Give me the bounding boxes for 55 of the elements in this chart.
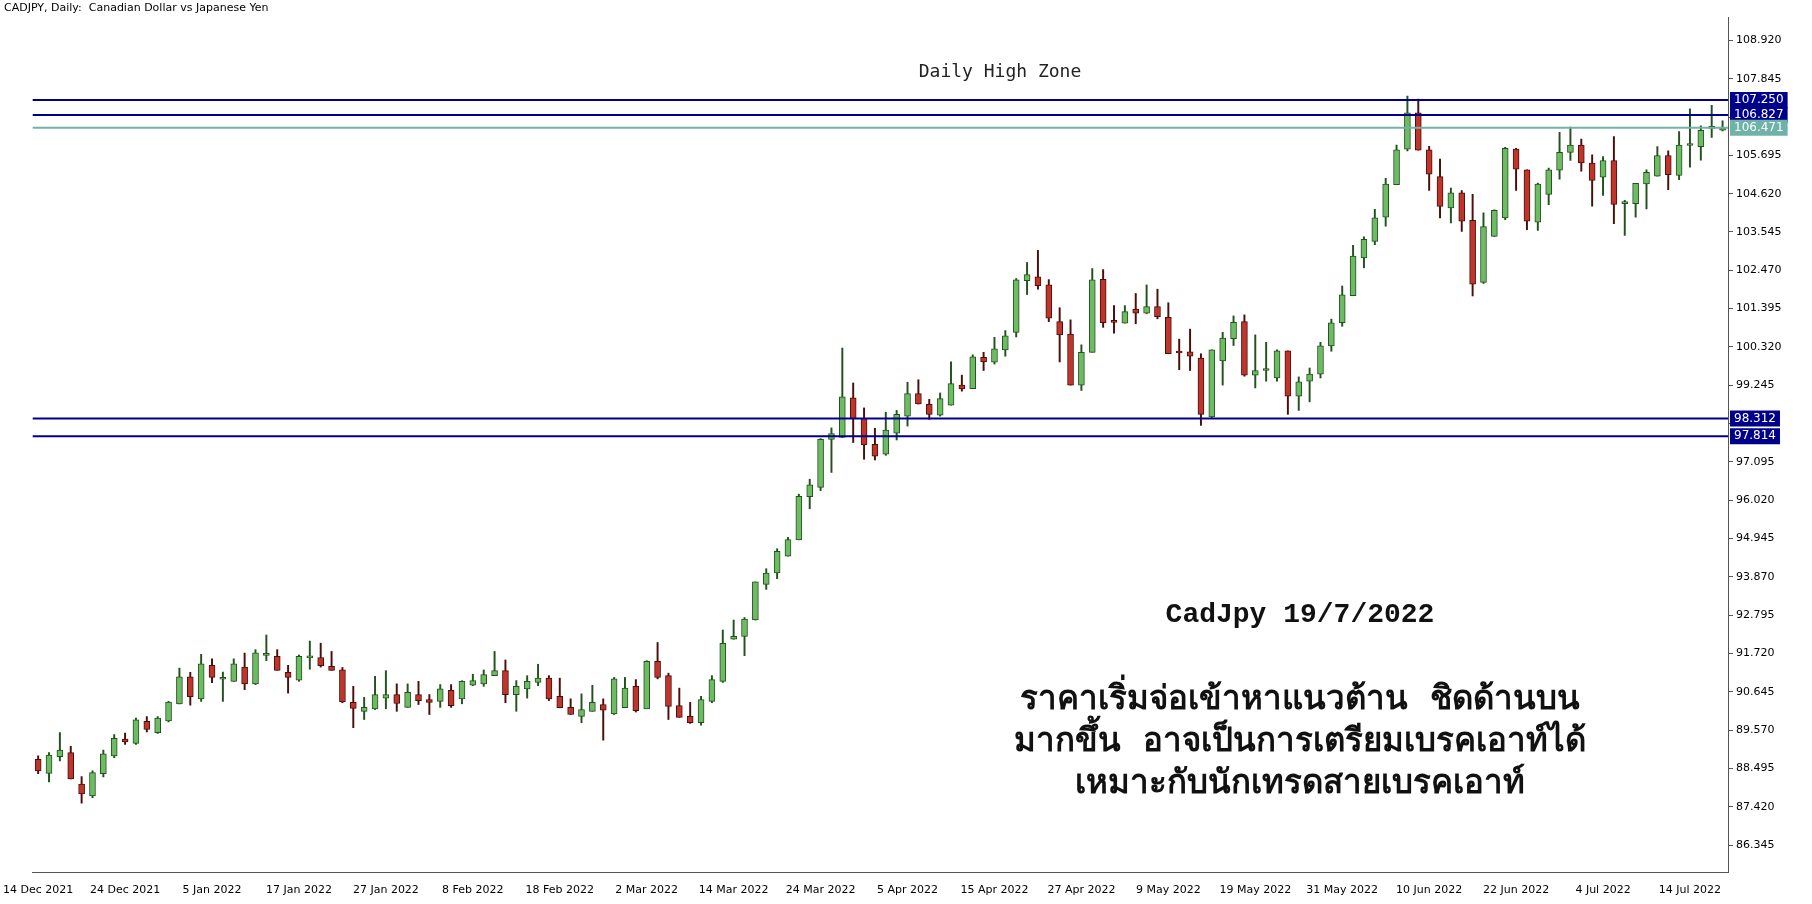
y-tick-label: 102.470	[1736, 263, 1782, 277]
ref-line-label: 107.250	[1734, 92, 1784, 107]
x-tick-label: 31 May 2022	[1306, 883, 1379, 897]
x-tick-label: 5 Jan 2022	[182, 883, 242, 897]
y-tick-label: 97.095	[1736, 454, 1775, 468]
y-tick-label: 100.320	[1736, 339, 1782, 353]
y-tick-label: 94.945	[1736, 531, 1775, 545]
y-tick-label: 90.645	[1736, 684, 1775, 698]
ref-line-label: 97.814	[1734, 428, 1776, 443]
y-tick-label: 89.570	[1736, 723, 1775, 737]
y-tick-label: 93.870	[1736, 569, 1775, 583]
candlestick	[1110, 305, 1118, 334]
x-tick-label: 14 Jul 2022	[1658, 883, 1722, 897]
y-tick-label: 104.620	[1736, 186, 1782, 200]
x-tick-label: 18 Feb 2022	[525, 883, 595, 897]
candlestick	[219, 671, 227, 702]
y-tick-label: 99.245	[1736, 378, 1775, 392]
x-tick-label: 5 Apr 2022	[877, 883, 939, 897]
candlestick	[1686, 108, 1694, 168]
x-tick-label: 24 Mar 2022	[785, 883, 856, 897]
x-tick-label: 14 Dec 2021	[3, 883, 74, 897]
y-tick-label: 103.545	[1736, 224, 1782, 238]
y-tick-label: 87.420	[1736, 799, 1775, 813]
candlestick	[1621, 200, 1629, 236]
y-tick-label: 92.795	[1736, 608, 1775, 622]
ref-line-label: 106.827	[1734, 107, 1784, 122]
annotation: Daily High Zone	[918, 59, 1082, 81]
y-tick-label: 101.395	[1736, 301, 1782, 315]
y-tick-label: 91.720	[1736, 646, 1775, 660]
x-tick-label: 9 May 2022	[1135, 883, 1201, 897]
annotation: เหมาะกับนักเทรดสายเบรคเอาท์	[1075, 761, 1525, 801]
ref-line-label: 98.312	[1734, 410, 1776, 425]
x-tick-label: 17 Jan 2022	[265, 883, 332, 897]
x-tick-label: 14 Mar 2022	[698, 883, 769, 897]
x-tick-label: 15 Apr 2022	[960, 883, 1029, 897]
ref-line-label: 106.471	[1734, 119, 1784, 134]
x-tick-label: 19 May 2022	[1219, 883, 1292, 897]
candlestick	[1251, 334, 1259, 389]
x-tick-label: 27 Jan 2022	[352, 883, 419, 897]
y-tick-label: 86.345	[1736, 838, 1775, 852]
y-tick-label: 88.495	[1736, 761, 1775, 775]
annotation: CadJpy 19/7/2022	[1165, 599, 1435, 631]
x-tick-label: 4 Jul 2022	[1575, 883, 1631, 897]
y-tick-label: 107.845	[1736, 71, 1782, 85]
candlestick	[1262, 342, 1270, 382]
x-tick-label: 8 Feb 2022	[442, 883, 504, 897]
y-tick-label: 108.920	[1736, 33, 1782, 47]
x-tick-label: 27 Apr 2022	[1047, 883, 1116, 897]
y-tick-label: 105.695	[1736, 148, 1782, 162]
x-tick-label: 22 Jun 2022	[1483, 883, 1550, 897]
y-tick-label: 96.020	[1736, 493, 1775, 507]
x-tick-label: 2 Mar 2022	[615, 883, 679, 897]
x-tick-label: 10 Jun 2022	[1396, 883, 1463, 897]
x-tick-label: 24 Dec 2021	[89, 883, 161, 897]
chart-title: CADJPY, Daily: Canadian Dollar vs Japanese Yen	[4, 1, 269, 15]
